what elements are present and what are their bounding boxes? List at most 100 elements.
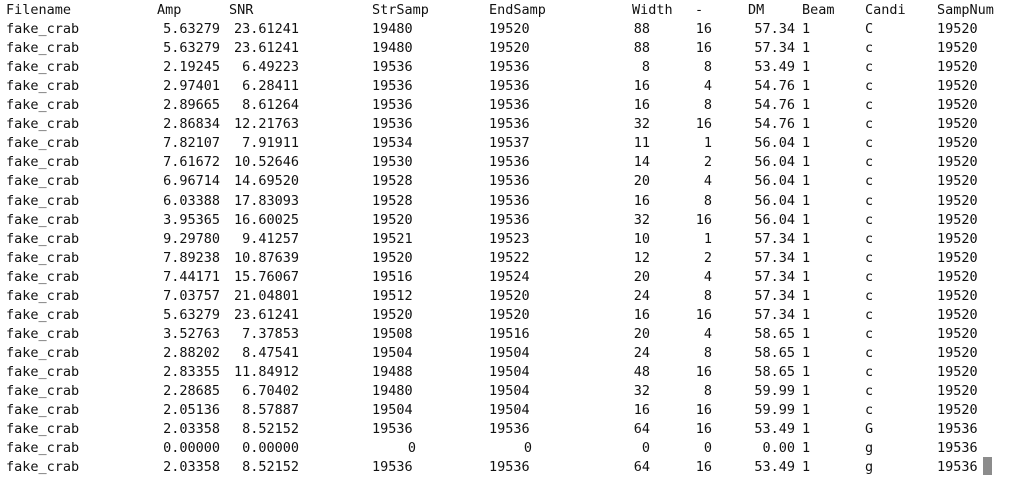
cell-beam: 1 bbox=[802, 382, 811, 399]
cell-beam: 1 bbox=[802, 287, 811, 304]
cell-dash: 4 bbox=[703, 268, 712, 285]
header-dm: DM bbox=[748, 2, 765, 18]
cell-dm: 59.99 bbox=[754, 402, 795, 418]
cell-endsamp: 19504 bbox=[489, 363, 530, 380]
cell-sampnum: 19520 bbox=[937, 154, 978, 171]
table-row: fake_crab 5.63279 23.61241 19480 19520 88 16 57… bbox=[0, 39, 1024, 58]
cell-strsamp: 19520 bbox=[372, 306, 413, 323]
cell-snr: 8.47541 bbox=[242, 344, 299, 361]
cell-filename: fake_crab bbox=[6, 382, 80, 399]
cell-beam: 1 bbox=[802, 116, 811, 133]
cell-amp: 5.63279 bbox=[163, 306, 220, 323]
cell-strsamp: 19534 bbox=[372, 135, 413, 152]
cell-endsamp: 19536 bbox=[489, 59, 530, 76]
cell-amp: 6.96714 bbox=[163, 173, 220, 190]
cell-filename: fake_crab bbox=[6, 154, 80, 171]
cell-filename: fake_crab bbox=[6, 363, 80, 380]
cell-amp: 2.89665 bbox=[163, 97, 220, 114]
cell-strsamp: 19536 bbox=[372, 78, 413, 95]
table-row: fake_crab 2.03358 8.52152 19536 19536 64 16 53.… bbox=[0, 420, 1024, 439]
cell-width: 8 bbox=[641, 59, 650, 76]
cell-snr: 23.61241 bbox=[233, 40, 299, 56]
cell-endsamp: 19536 bbox=[489, 97, 530, 114]
cell-dash: 16 bbox=[695, 459, 712, 476]
cell-dm: 56.04 bbox=[754, 173, 795, 190]
cell-strsamp: 19480 bbox=[372, 40, 413, 56]
cell-candi: c bbox=[865, 249, 874, 266]
cell-width: 16 bbox=[633, 192, 650, 209]
cell-sampnum: 19520 bbox=[937, 97, 978, 114]
cell-filename: fake_crab bbox=[6, 402, 80, 418]
cell-filename: fake_crab bbox=[6, 192, 80, 209]
cell-width: 20 bbox=[633, 325, 650, 342]
cell-dash: 4 bbox=[703, 325, 712, 342]
cell-candi: c bbox=[865, 173, 874, 190]
cell-dash: 16 bbox=[695, 21, 712, 37]
cell-dash: 8 bbox=[703, 344, 712, 361]
cell-beam: 1 bbox=[802, 459, 811, 476]
cell-endsamp: 19520 bbox=[489, 306, 530, 323]
cell-strsamp: 0 bbox=[407, 440, 416, 457]
cell-width: 32 bbox=[633, 211, 650, 228]
cell-snr: 6.28411 bbox=[242, 78, 299, 95]
cell-dm: 57.34 bbox=[754, 268, 795, 285]
cell-snr: 6.49223 bbox=[242, 59, 299, 76]
cell-sampnum: 19536 bbox=[937, 440, 978, 457]
cell-sampnum: 19520 bbox=[937, 40, 978, 56]
cell-width: 32 bbox=[633, 382, 650, 399]
cell-dm: 57.34 bbox=[754, 21, 795, 37]
cell-sampnum: 19520 bbox=[937, 402, 978, 418]
table-row: fake_crab 5.63279 23.61241 19480 19520 88 16 57… bbox=[0, 20, 1024, 39]
table-row: fake_crab 2.88202 8.47541 19504 19504 24 8 58.6… bbox=[0, 344, 1024, 363]
cell-sampnum: 19536 bbox=[937, 421, 978, 438]
cell-snr: 10.52646 bbox=[233, 154, 299, 171]
cell-dm: 56.04 bbox=[754, 192, 795, 209]
header-row: Filename Amp SNR StrSamp EndSamp Width -… bbox=[0, 1, 1024, 20]
cell-snr: 11.84912 bbox=[233, 363, 299, 380]
cell-dm: 57.34 bbox=[754, 230, 795, 247]
cell-amp: 2.97401 bbox=[163, 78, 220, 95]
cell-dash: 2 bbox=[703, 154, 712, 171]
cell-width: 64 bbox=[633, 459, 650, 476]
cell-amp: 9.29780 bbox=[163, 230, 220, 247]
cell-beam: 1 bbox=[802, 306, 811, 323]
cell-amp: 2.19245 bbox=[163, 59, 220, 76]
cell-snr: 6.70402 bbox=[242, 382, 299, 399]
cell-beam: 1 bbox=[802, 344, 811, 361]
cell-candi: c bbox=[865, 325, 874, 342]
cell-sampnum: 19520 bbox=[937, 78, 978, 95]
header-amp: Amp bbox=[157, 2, 182, 18]
cell-dm: 57.34 bbox=[754, 306, 795, 323]
cell-endsamp: 0 bbox=[523, 440, 532, 457]
table-row: fake_crab 3.52763 7.37853 19508 19516 20 4 58.6… bbox=[0, 325, 1024, 344]
cell-endsamp: 19536 bbox=[489, 211, 530, 228]
cell-filename: fake_crab bbox=[6, 40, 80, 56]
cell-endsamp: 19536 bbox=[489, 154, 530, 171]
cell-strsamp: 19520 bbox=[372, 211, 413, 228]
table-row: fake_crab 5.63279 23.61241 19520 19520 16 16 57… bbox=[0, 306, 1024, 325]
cell-strsamp: 19480 bbox=[372, 21, 413, 37]
cell-sampnum: 19520 bbox=[937, 287, 978, 304]
cell-filename: fake_crab bbox=[6, 440, 80, 457]
cell-snr: 8.52152 bbox=[242, 459, 299, 476]
cell-width: 16 bbox=[633, 78, 650, 95]
cell-dm: 53.49 bbox=[754, 459, 795, 476]
cell-dash: 16 bbox=[695, 421, 712, 438]
cell-filename: fake_crab bbox=[6, 116, 80, 133]
cell-endsamp: 19537 bbox=[489, 135, 530, 152]
cell-endsamp: 19522 bbox=[489, 249, 530, 266]
cell-width: 12 bbox=[633, 249, 650, 266]
cell-width: 88 bbox=[633, 21, 650, 37]
table-row: fake_crab 2.89665 8.61264 19536 19536 16 8 54.7… bbox=[0, 96, 1024, 115]
table-row: fake_crab 2.86834 12.21763 19536 19536 32 16 54… bbox=[0, 115, 1024, 134]
cell-endsamp: 19536 bbox=[489, 421, 530, 438]
cell-amp: 2.03358 bbox=[163, 421, 220, 438]
cell-strsamp: 19520 bbox=[372, 249, 413, 266]
cell-candi: c bbox=[865, 192, 874, 209]
cell-candi: c bbox=[865, 59, 874, 76]
cell-amp: 2.28685 bbox=[163, 382, 220, 399]
table-row: fake_crab 2.97401 6.28411 19536 19536 16 4 54.7… bbox=[0, 77, 1024, 96]
cell-filename: fake_crab bbox=[6, 459, 80, 476]
cell-filename: fake_crab bbox=[6, 325, 80, 342]
